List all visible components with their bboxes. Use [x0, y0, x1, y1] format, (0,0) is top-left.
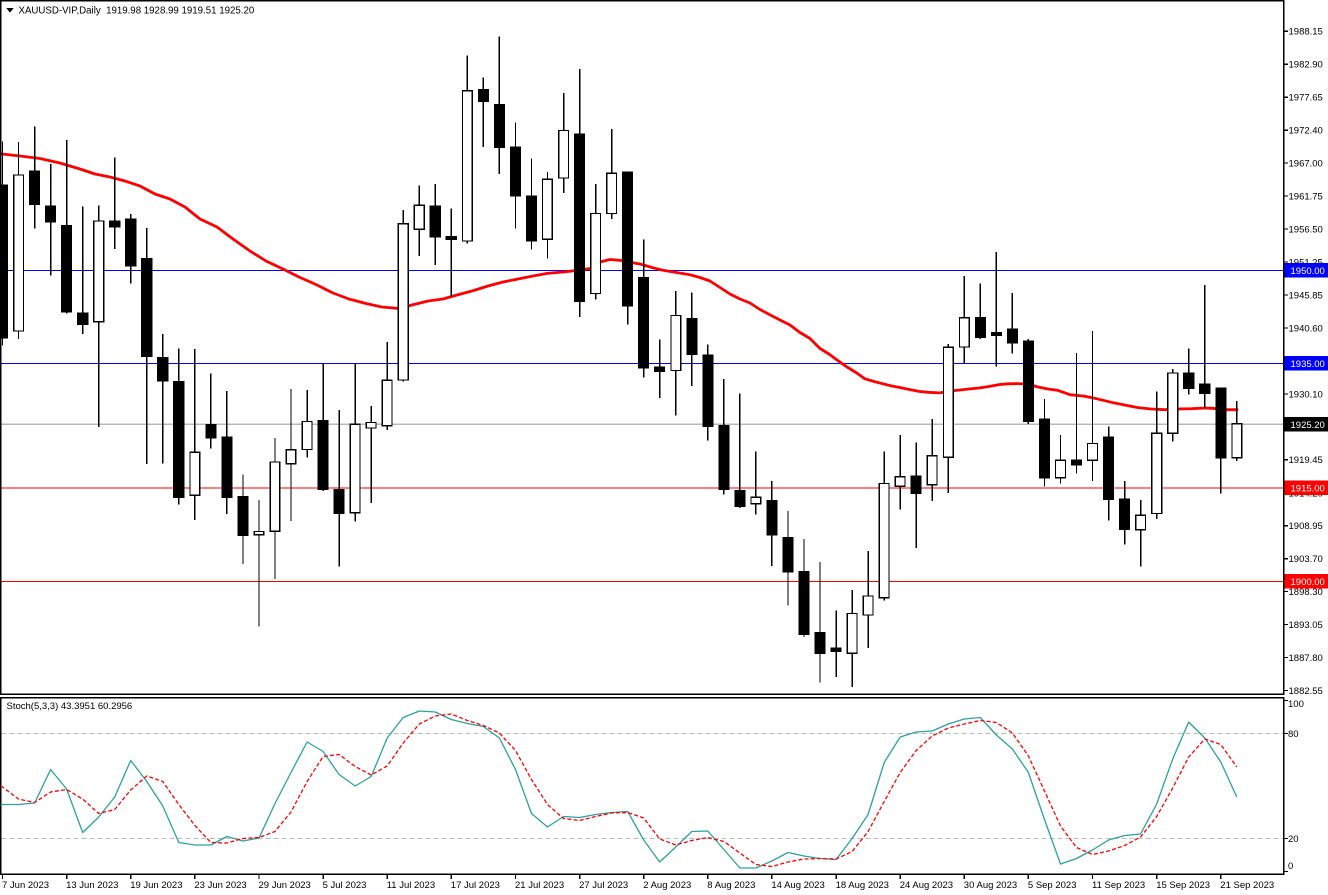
svg-text:23 Jun 2023: 23 Jun 2023 — [194, 880, 246, 891]
svg-text:2 Aug 2023: 2 Aug 2023 — [643, 880, 691, 891]
svg-text:5 Sep 2023: 5 Sep 2023 — [1028, 880, 1077, 891]
svg-text:1900.00: 1900.00 — [1291, 577, 1325, 588]
svg-text:1887.80: 1887.80 — [1289, 653, 1323, 664]
svg-text:1977.65: 1977.65 — [1289, 93, 1323, 104]
svg-text:1919.45: 1919.45 — [1289, 455, 1323, 466]
svg-text:1915.00: 1915.00 — [1291, 484, 1325, 495]
svg-text:27 Jul 2023: 27 Jul 2023 — [579, 880, 628, 891]
svg-text:Stoch(5,3,3) 43.3951 60.2956: Stoch(5,3,3) 43.3951 60.2956 — [7, 701, 133, 712]
svg-text:13 Jun 2023: 13 Jun 2023 — [66, 880, 118, 891]
svg-text:1940.60: 1940.60 — [1289, 323, 1323, 334]
svg-text:100: 100 — [1288, 699, 1304, 710]
svg-text:1988.15: 1988.15 — [1289, 27, 1323, 38]
svg-text:19 Jun 2023: 19 Jun 2023 — [130, 880, 182, 891]
svg-text:1930.10: 1930.10 — [1289, 389, 1323, 400]
svg-text:14 Aug 2023: 14 Aug 2023 — [771, 880, 824, 891]
svg-text:1882.55: 1882.55 — [1289, 686, 1323, 697]
svg-text:30 Aug 2023: 30 Aug 2023 — [964, 880, 1017, 891]
svg-text:24 Aug 2023: 24 Aug 2023 — [900, 880, 953, 891]
svg-text:11 Sep 2023: 11 Sep 2023 — [1092, 880, 1145, 891]
svg-text:1950.00: 1950.00 — [1291, 266, 1325, 277]
svg-text:11 Jul 2023: 11 Jul 2023 — [387, 880, 435, 891]
svg-text:21 Sep 2023: 21 Sep 2023 — [1220, 880, 1274, 891]
svg-text:1961.75: 1961.75 — [1289, 192, 1323, 203]
svg-text:1903.70: 1903.70 — [1289, 554, 1323, 565]
svg-text:7 Jun 2023: 7 Jun 2023 — [2, 880, 49, 891]
svg-text:29 Jun 2023: 29 Jun 2023 — [259, 880, 311, 891]
svg-text:17 Jul 2023: 17 Jul 2023 — [451, 880, 500, 891]
svg-text:8 Aug 2023: 8 Aug 2023 — [707, 880, 755, 891]
svg-text:1967.00: 1967.00 — [1289, 159, 1323, 170]
svg-text:20: 20 — [1288, 834, 1299, 845]
svg-text:21 Jul 2023: 21 Jul 2023 — [515, 880, 564, 891]
svg-text:1893.05: 1893.05 — [1289, 620, 1323, 631]
svg-text:5 Jul 2023: 5 Jul 2023 — [323, 880, 367, 891]
svg-text:XAUUSD-VIP,Daily 1919.98 1928: XAUUSD-VIP,Daily 1919.98 1928.99 1919.51… — [19, 6, 255, 17]
svg-text:1982.90: 1982.90 — [1289, 60, 1323, 71]
svg-text:1951.25: 1951.25 — [1289, 257, 1323, 268]
svg-text:0: 0 — [1288, 861, 1293, 872]
svg-text:1956.50: 1956.50 — [1289, 225, 1323, 236]
svg-text:1945.85: 1945.85 — [1289, 290, 1323, 301]
svg-text:18 Aug 2023: 18 Aug 2023 — [836, 880, 889, 891]
svg-text:1935.00: 1935.00 — [1291, 359, 1325, 370]
svg-text:1908.95: 1908.95 — [1289, 521, 1323, 532]
svg-text:15 Sep 2023: 15 Sep 2023 — [1156, 880, 1210, 891]
svg-text:1898.30: 1898.30 — [1289, 587, 1323, 598]
svg-text:80: 80 — [1288, 729, 1299, 740]
svg-text:1925.20: 1925.20 — [1291, 420, 1325, 431]
svg-text:1972.40: 1972.40 — [1289, 126, 1323, 137]
